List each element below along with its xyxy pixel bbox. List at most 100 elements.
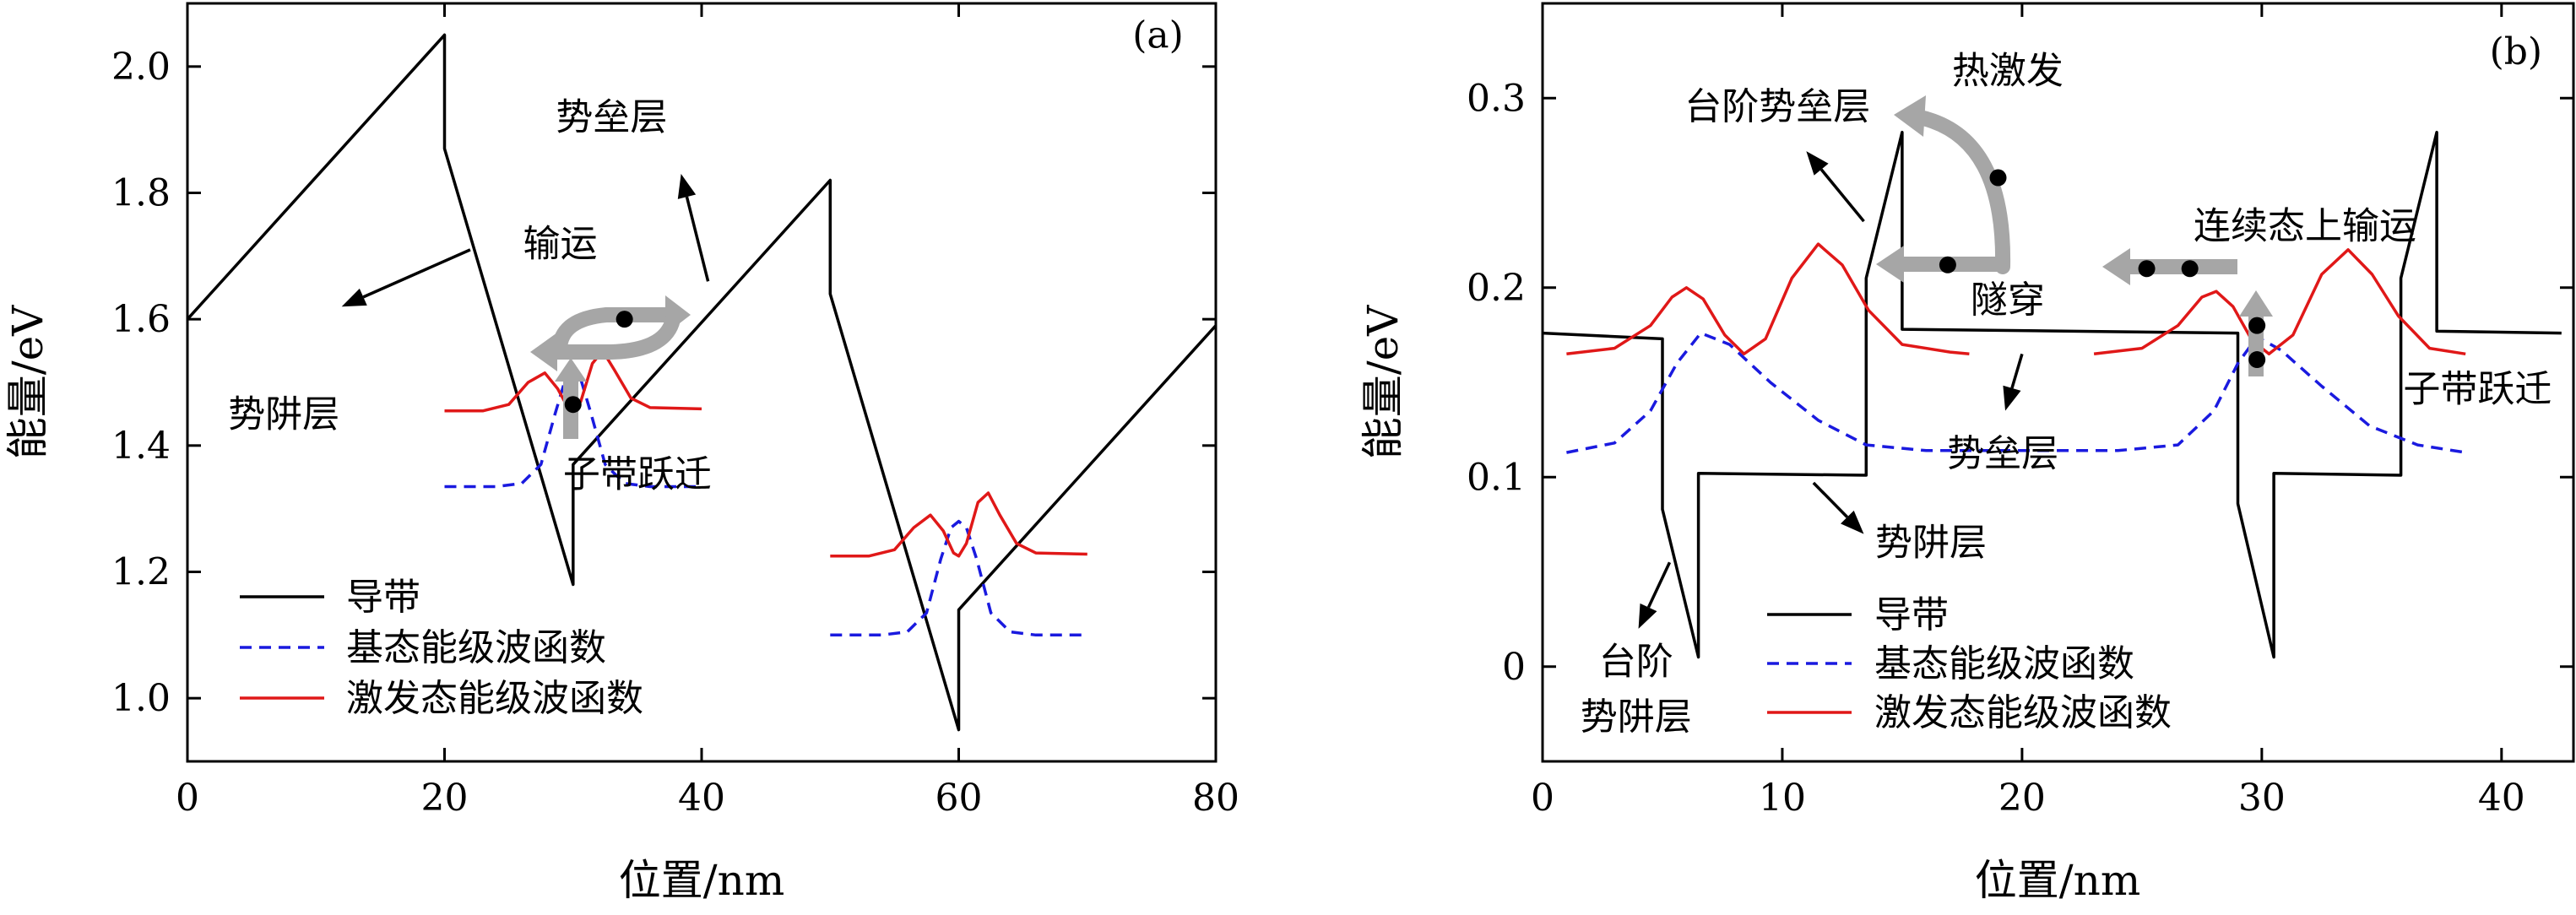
b-annotation-arrow-1 — [2010, 353, 2024, 389]
a-legend-label-ground: 基态能级波函数 — [346, 626, 606, 669]
b-annotation-label-7: 势阱层 — [1875, 521, 1987, 564]
panel-a-frame — [186, 2, 1217, 763]
b-annotation-label-2: 台阶势垒层 — [1684, 85, 1870, 128]
b-annotation-label-5: 子带跃迁 — [2403, 367, 2552, 410]
panel-b-series — [1542, 130, 2562, 659]
a-annotation-arrowhead-1 — [341, 288, 367, 307]
b-annotation-arrowhead-3 — [1638, 603, 1657, 629]
panel-a-gray-arrows — [530, 295, 691, 439]
b-ytick-label: 0.3 — [1467, 77, 1526, 120]
a-xtick-label: 40 — [678, 777, 725, 820]
b-xtick-label: 30 — [2238, 777, 2286, 820]
panel-a-dots — [564, 311, 633, 414]
a-annotation-label-0: (a) — [1132, 14, 1184, 57]
a-legend-label-band: 导带 — [346, 576, 420, 619]
panel-a-xlabel: 位置/nm — [619, 856, 784, 905]
b-electron-dot-0 — [1989, 169, 2007, 187]
b-ytick-label: 0.1 — [1467, 456, 1526, 499]
b-xtick-label: 10 — [1759, 777, 1806, 820]
a-xtick-label: 80 — [1192, 777, 1239, 820]
a-annotation-label-4: 子带跃迁 — [563, 452, 712, 495]
b-series-ground-0 — [1566, 331, 2466, 454]
b-annotation-label-1: 热激发 — [1952, 49, 2064, 92]
a-series-excited-1 — [830, 491, 1087, 558]
a-annotation-arrow-1 — [362, 248, 471, 299]
a-ytick-label: 1.4 — [111, 425, 171, 468]
b-annotation-arrowhead-0 — [1806, 151, 1829, 176]
b-electron-dot-4 — [2248, 317, 2266, 334]
a-ytick-label: 1.0 — [111, 677, 171, 720]
b-annotation-arrow-0 — [1819, 168, 1865, 223]
b-thermal-excitation-arrowhead — [1894, 95, 1926, 137]
panel-b-xlabel: 位置/nm — [1975, 856, 2140, 905]
b-annotation-label-3: 连续态上输运 — [2194, 204, 2416, 247]
panel-a-ticks: 0 20 40 60 80 1.0 1.2 1.4 1.6 1.8 2.0 — [111, 3, 1239, 820]
panel-b-black-arrows — [1638, 151, 2024, 629]
a-ytick-label: 1.8 — [111, 172, 171, 215]
a-xtick-label: 60 — [935, 777, 983, 820]
panel-a-series — [186, 33, 1217, 732]
a-legend-label-excited: 激发态能级波函数 — [346, 677, 643, 720]
b-electron-dot-1 — [1939, 256, 1956, 273]
b-annotation-label-0: (b) — [2490, 30, 2543, 73]
a-annotation-arrow-0 — [685, 196, 710, 282]
a-electron-dot-0 — [616, 311, 633, 328]
b-annotation-label-8: 台阶 — [1599, 641, 1673, 684]
a-ytick-label: 2.0 — [111, 46, 171, 89]
b-xtick-label: 40 — [2478, 777, 2525, 820]
b-series-band-0 — [1542, 130, 2562, 659]
b-series-excited-1 — [2093, 248, 2466, 356]
panel-a-legend: 导带 基态能级波函数 激发态能级波函数 — [240, 576, 643, 720]
a-transport-left-arrowhead — [530, 333, 557, 371]
b-annotation-arrowhead-1 — [2003, 385, 2021, 411]
b-thermal-excitation-arrow — [1916, 111, 2011, 274]
b-ytick-label: 0 — [1502, 646, 1526, 689]
a-series-ground-1 — [830, 519, 1087, 637]
panel-b-ticks: 0 10 20 30 40 0 0.1 0.2 0.3 — [1467, 3, 2573, 820]
a-series-band-0 — [186, 33, 1217, 732]
b-series-excited-0 — [1566, 242, 1970, 356]
b-annotation-arrow-2 — [1812, 481, 1849, 518]
panel-b-ylabel: 能量/eV — [1359, 305, 1407, 459]
b-legend-label-ground: 基态能级波函数 — [1874, 642, 2134, 685]
a-xtick-label: 0 — [176, 777, 199, 820]
panel-b-frame — [1541, 2, 2575, 763]
b-annotation-arrowhead-2 — [1841, 510, 1864, 534]
panel-b-legend: 导带 基态能级波函数 激发态能级波函数 — [1767, 593, 2172, 734]
b-continuum-transport-arrowhead — [2102, 248, 2130, 285]
panel-b-dots — [1939, 169, 2266, 369]
a-ytick-label: 1.6 — [111, 298, 171, 341]
a-annotation-arrowhead-0 — [677, 174, 697, 199]
b-annotation-label-4: 隧穿 — [1971, 279, 2045, 322]
b-tunneling-arrowhead — [1876, 246, 1904, 283]
a-transport-right-arrow — [552, 307, 681, 355]
b-electron-dot-2 — [2138, 260, 2156, 278]
b-annotation-label-6: 势垒层 — [1947, 432, 2058, 475]
b-annotation-label-9: 势阱层 — [1581, 696, 1692, 739]
panel-a-black-arrows — [341, 174, 710, 307]
b-electron-dot-3 — [2181, 260, 2199, 278]
a-transport-left-arrow — [543, 307, 681, 360]
b-annotation-arrow-3 — [1646, 561, 1672, 609]
b-ytick-label: 0.2 — [1467, 267, 1526, 310]
panel-a: 0 20 40 60 80 1.0 1.2 1.4 1.6 1.8 2.0 (a) 势垒层输运势阱层子… — [3, 2, 1239, 905]
panel-a-ylabel: 能量/eV — [3, 305, 52, 459]
a-xtick-label: 20 — [421, 777, 469, 820]
a-subband-arrowhead — [555, 358, 587, 382]
b-legend-label-band: 导带 — [1874, 593, 1949, 636]
b-legend-label-excited: 激发态能级波函数 — [1874, 691, 2172, 734]
a-annotation-label-2: 输运 — [523, 222, 598, 265]
b-xtick-label: 20 — [1998, 777, 2046, 820]
a-annotation-label-3: 势阱层 — [228, 393, 339, 436]
b-electron-dot-5 — [2248, 351, 2266, 369]
a-electron-dot-1 — [564, 396, 582, 414]
b-xtick-label: 0 — [1531, 777, 1554, 820]
a-ytick-label: 1.2 — [111, 551, 171, 594]
a-annotation-label-1: 势垒层 — [556, 96, 667, 139]
b-subband-arrowhead — [2239, 290, 2273, 317]
